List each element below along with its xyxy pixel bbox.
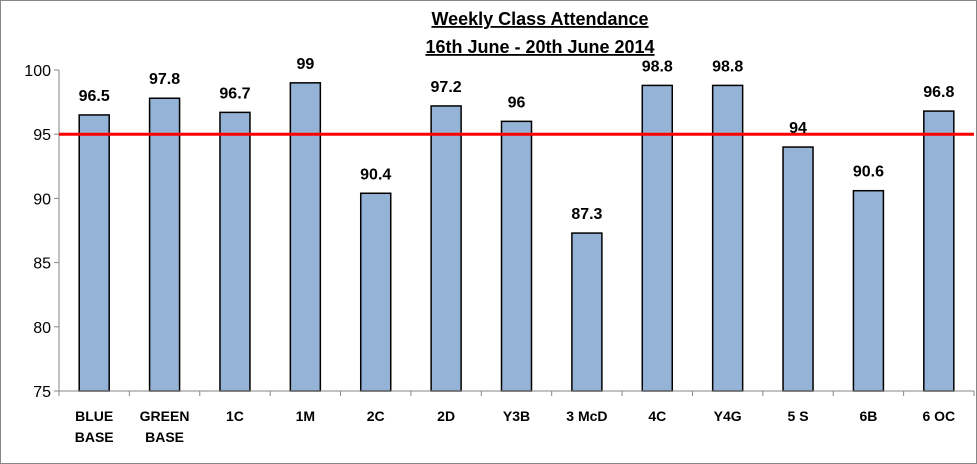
x-tick-label: BASE <box>75 429 114 445</box>
data-label: 97.2 <box>431 79 462 96</box>
x-tick-label: 2C <box>367 408 385 424</box>
y-tick-label: 90 <box>33 191 51 208</box>
x-tick-label: 2D <box>437 408 455 424</box>
x-tick-label: 1C <box>226 408 244 424</box>
data-label: 87.3 <box>571 206 602 223</box>
data-label: 99 <box>296 56 314 73</box>
y-tick-label: 95 <box>33 127 51 144</box>
data-label: 98.8 <box>712 58 743 75</box>
x-tick-label: 6 OC <box>922 408 955 424</box>
data-label: 96.7 <box>219 85 250 102</box>
data-label: 96 <box>508 94 526 111</box>
data-label: 97.8 <box>149 71 180 88</box>
data-label: 90.6 <box>853 164 884 181</box>
y-tick-label: 80 <box>33 320 51 337</box>
data-label: 96.8 <box>923 84 954 101</box>
x-tick-label: 4C <box>648 408 666 424</box>
chart-title: Weekly Class Attendance 16th June - 20th… <box>425 9 654 57</box>
x-tick-label: 1M <box>296 408 315 424</box>
data-label: 94 <box>789 120 807 137</box>
bars <box>78 82 955 392</box>
data-label: 96.5 <box>79 88 110 105</box>
bar <box>923 110 955 392</box>
x-tick-label: 5 S <box>788 408 809 424</box>
bar <box>711 84 744 392</box>
data-label: 90.4 <box>360 166 391 183</box>
y-tick-label: 75 <box>33 384 51 401</box>
chart-title-line-1: Weekly Class Attendance <box>431 9 648 29</box>
bar <box>78 114 110 392</box>
x-tick-label: BASE <box>145 429 184 445</box>
x-tick-label: BLUE <box>75 408 113 424</box>
x-tick-label: Y3B <box>503 408 530 424</box>
bar <box>641 84 674 392</box>
y-tick-label: 85 <box>33 256 51 273</box>
data-label: 98.8 <box>642 58 673 75</box>
bar <box>359 192 392 392</box>
x-tick-label: Y4G <box>714 408 742 424</box>
data-labels: 96.5 97.8 96.7 99 90.4 97.2 96 87.3 98.8 98.8 94 90… <box>79 56 955 223</box>
chart-title-line-2: 16th June - 20th June 2014 <box>425 37 654 57</box>
bar <box>571 232 603 392</box>
x-tick-label: 6B <box>859 408 877 424</box>
x-tick-label: GREEN <box>140 408 190 424</box>
bar <box>852 189 885 392</box>
bar <box>289 82 322 392</box>
bar <box>219 111 251 392</box>
bar <box>148 97 181 392</box>
bar <box>500 120 533 392</box>
bar <box>782 146 814 392</box>
y-axis: 75 80 85 90 95 100 <box>24 63 60 401</box>
bar <box>430 105 462 392</box>
x-tick-label: 3 McD <box>566 408 607 424</box>
x-axis: BLUE BASE GREEN BASE 1C 1M 2C 2D Y3B 3 McD 4C Y4G 5 … <box>58 390 975 445</box>
y-tick-label: 100 <box>24 63 51 80</box>
